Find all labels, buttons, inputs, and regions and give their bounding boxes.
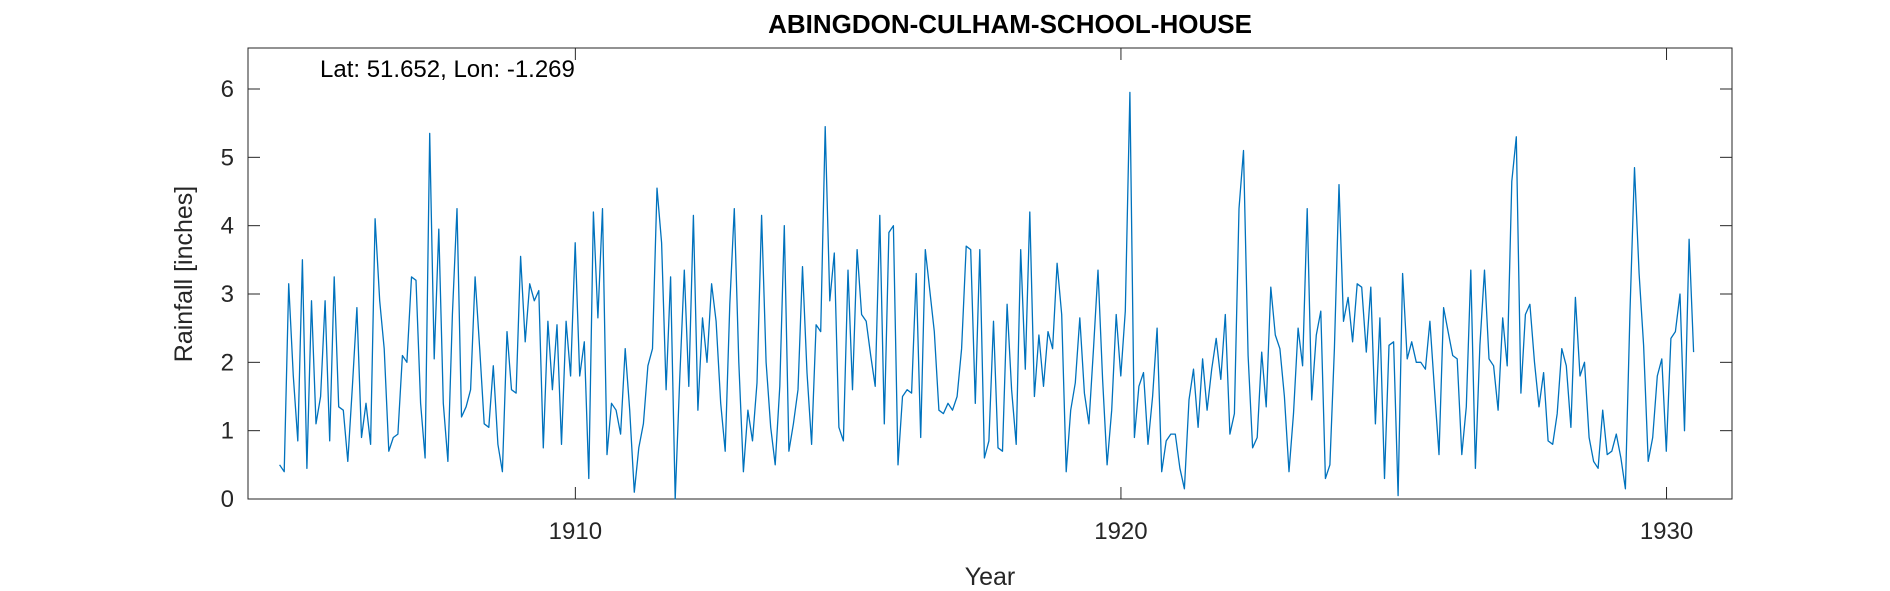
x-axis-label: Year [965,563,1016,591]
y-tick-label: 4 [221,213,234,240]
axes: 0 1 2 3 4 5 6 1910 1920 1930 [221,48,1732,545]
x-tick-label: 1920 [1094,518,1147,545]
y-tick-label: 2 [221,349,234,376]
y-axis-label: Rainfall [inches] [170,186,198,362]
rainfall-line [279,91,1695,500]
y-tick-label: 3 [221,281,234,308]
y-tick-label: 1 [221,418,234,445]
y-tick-label: 0 [221,486,234,513]
chart-title: ABINGDON-CULHAM-SCHOOL-HOUSE [768,9,1252,39]
x-tick-label: 1930 [1640,518,1693,545]
location-annotation: Lat: 51.652, Lon: -1.269 [320,56,575,83]
y-tick-label: 5 [221,144,234,171]
x-tick-label: 1910 [549,518,602,545]
y-tick-label: 6 [221,76,234,103]
